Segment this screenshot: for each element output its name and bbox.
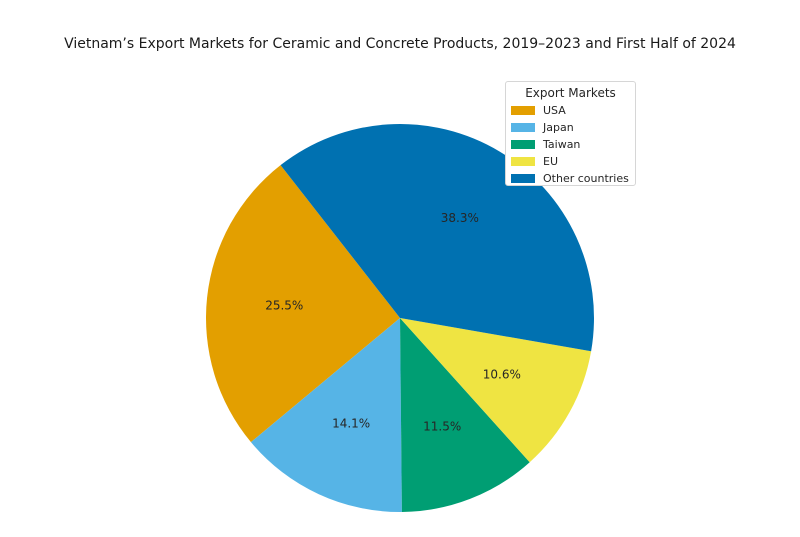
legend-label: EU <box>543 155 559 168</box>
legend-swatch <box>511 123 535 132</box>
legend-rows: USA Japan Taiwan EU Other countries <box>511 102 630 187</box>
legend-label: Taiwan <box>543 138 581 151</box>
pie-slice-japan <box>250 318 402 512</box>
slice-label-other-countries: 38.3% <box>441 211 479 225</box>
legend-swatch <box>511 174 535 183</box>
legend-swatch <box>511 157 535 166</box>
slice-label-japan: 14.1% <box>332 417 370 431</box>
legend-swatch <box>511 140 535 149</box>
legend-item: Taiwan <box>511 136 630 153</box>
legend-swatch <box>511 106 535 115</box>
pie-slice-eu <box>400 318 592 463</box>
legend-label: USA <box>543 104 566 117</box>
chart-title: Vietnam’s Export Markets for Ceramic and… <box>64 36 736 52</box>
slice-label-taiwan: 11.5% <box>423 419 461 433</box>
legend-label: Other countries <box>543 172 629 185</box>
slice-labels: 25.5% 14.1% 11.5% 10.6% 38.3% <box>265 211 521 433</box>
pie-slice-usa <box>206 165 400 443</box>
legend-item: USA <box>511 102 630 119</box>
slice-label-usa: 25.5% <box>265 299 303 313</box>
slice-label-eu: 10.6% <box>483 367 521 381</box>
legend-item: Japan <box>511 119 630 136</box>
legend-label: Japan <box>543 121 574 134</box>
pie-slice-taiwan <box>400 318 530 512</box>
pie-slices <box>206 124 594 512</box>
legend-item: EU <box>511 153 630 170</box>
legend-title: Export Markets <box>525 86 616 100</box>
legend: Export Markets USA Japan Taiwan EU Other cou… <box>505 81 636 186</box>
legend-item: Other countries <box>511 170 630 187</box>
